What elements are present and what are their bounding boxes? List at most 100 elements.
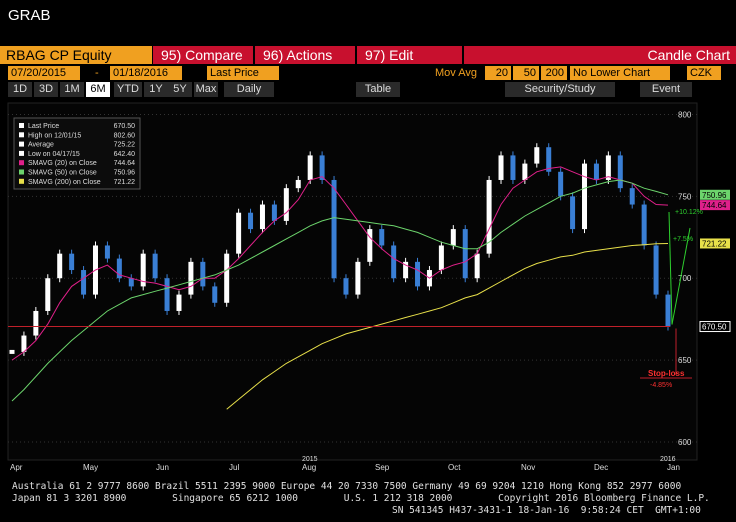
legend-swatch xyxy=(19,132,24,138)
annotation: +7.5% xyxy=(673,236,693,243)
candle xyxy=(200,261,206,287)
legend-swatch xyxy=(19,141,24,147)
compare-button[interactable]: 95) Compare xyxy=(153,46,253,64)
year-label: 2015 xyxy=(302,456,318,463)
field-select[interactable]: Last Price xyxy=(207,66,279,80)
edit-button[interactable]: 97) Edit xyxy=(357,46,462,64)
footer-line: SN 541345 H437-3431-1 18-Jan-16 9:58:24 … xyxy=(392,505,701,516)
candle xyxy=(379,229,385,246)
legend-swatch xyxy=(19,160,24,166)
legend-label: SMAVG (20) on Close xyxy=(28,160,97,167)
x-tick-label: Jul xyxy=(229,463,239,472)
candle xyxy=(152,253,158,279)
candle xyxy=(617,155,623,189)
candle xyxy=(116,258,122,279)
candle xyxy=(57,253,63,279)
mov-avg-field[interactable]: 200 xyxy=(541,66,567,80)
candle xyxy=(450,229,456,246)
candle xyxy=(403,261,409,279)
y-tick-label: 650 xyxy=(678,356,692,365)
candle xyxy=(176,294,182,311)
candle xyxy=(558,171,564,197)
candle xyxy=(104,245,110,259)
moving-average-line xyxy=(11,179,669,402)
period-button[interactable]: 1M xyxy=(60,82,84,97)
lower-chart-select[interactable]: No Lower Chart xyxy=(570,66,670,80)
legend-swatch xyxy=(19,150,24,156)
period-button[interactable]: Max xyxy=(194,82,218,97)
period-button[interactable]: 1D xyxy=(8,82,32,97)
start-date[interactable]: 07/20/2015 xyxy=(8,66,80,80)
legend-value: 744.64 xyxy=(114,160,136,167)
period-button[interactable]: YTD xyxy=(114,82,142,97)
candle xyxy=(307,155,313,180)
candle xyxy=(259,204,265,230)
chart-type: Candle Chart xyxy=(464,46,736,64)
security-field[interactable]: RBAG CP Equity xyxy=(0,46,152,64)
last-value-box xyxy=(700,200,730,211)
last-value-label: 721.22 xyxy=(702,239,727,248)
footer-line: Japan 81 3 3201 8900 Singapore 65 6212 1… xyxy=(12,493,710,504)
legend-label: High on 12/01/15 xyxy=(28,132,81,139)
candle xyxy=(33,310,39,336)
x-tick-label: Jun xyxy=(156,463,169,472)
x-tick-label: Oct xyxy=(448,463,461,472)
last-value-box xyxy=(700,189,730,200)
moving-average-line xyxy=(11,166,669,361)
event-button[interactable]: Event xyxy=(640,82,692,97)
candle xyxy=(486,179,492,254)
legend-value: 721.22 xyxy=(114,179,136,186)
table-button[interactable]: Table xyxy=(356,82,400,97)
candle xyxy=(629,188,635,205)
legend-value: 750.96 xyxy=(114,170,136,177)
year-label: 2016 xyxy=(660,456,676,463)
annotation: +10.12% xyxy=(675,209,703,216)
period-button[interactable]: 6M xyxy=(86,82,110,97)
x-tick-label: Nov xyxy=(521,463,535,472)
security-study-button[interactable]: Security/Study xyxy=(505,82,615,97)
candle xyxy=(391,245,397,279)
frequency-select[interactable]: Daily xyxy=(224,82,274,97)
currency-select[interactable]: CZK xyxy=(687,66,721,80)
candle xyxy=(212,286,218,303)
period-button[interactable]: 5Y xyxy=(168,82,192,97)
mov-avg-field[interactable]: 50 xyxy=(513,66,539,80)
candle xyxy=(367,229,373,262)
candle xyxy=(236,212,242,254)
mov-avg-field[interactable]: 20 xyxy=(485,66,511,80)
x-tick-label: May xyxy=(83,463,98,472)
last-value-box xyxy=(699,321,731,333)
legend-swatch xyxy=(19,169,24,175)
y-tick-label: 750 xyxy=(678,192,692,201)
candle xyxy=(593,163,599,180)
legend-label: Average xyxy=(28,142,54,149)
candle xyxy=(45,278,51,311)
y-tick-label: 600 xyxy=(678,438,692,447)
moving-average-line xyxy=(226,243,669,410)
legend-swatch xyxy=(19,123,24,128)
candle xyxy=(140,253,146,287)
period-button[interactable]: 3D xyxy=(34,82,58,97)
candle xyxy=(653,245,659,295)
candle xyxy=(462,229,468,279)
x-tick-label: Aug xyxy=(302,463,316,472)
last-value-label: 750.96 xyxy=(702,191,727,200)
candle xyxy=(188,261,194,295)
end-date[interactable]: 01/18/2016 xyxy=(110,66,182,80)
candle xyxy=(21,335,27,352)
y-tick-label: 700 xyxy=(678,274,692,283)
mov-avg-label: Mov Avg xyxy=(435,66,485,80)
legend-label: SMAVG (200) on Close xyxy=(28,179,101,186)
last-value-label: 670.50 xyxy=(702,323,727,332)
period-button[interactable]: 1Y xyxy=(144,82,168,97)
actions-button[interactable]: 96) Actions xyxy=(255,46,355,64)
candle xyxy=(522,163,528,180)
candle xyxy=(9,349,15,354)
candle xyxy=(295,179,301,189)
candle xyxy=(510,155,516,180)
window-title: GRAB xyxy=(8,7,51,24)
legend-value: 642.40 xyxy=(114,151,136,158)
target-arrow xyxy=(668,211,673,325)
price-chart: 600 650 700 750 800 Stop-loss -4.85% +7.5% +10.1… xyxy=(7,102,731,472)
